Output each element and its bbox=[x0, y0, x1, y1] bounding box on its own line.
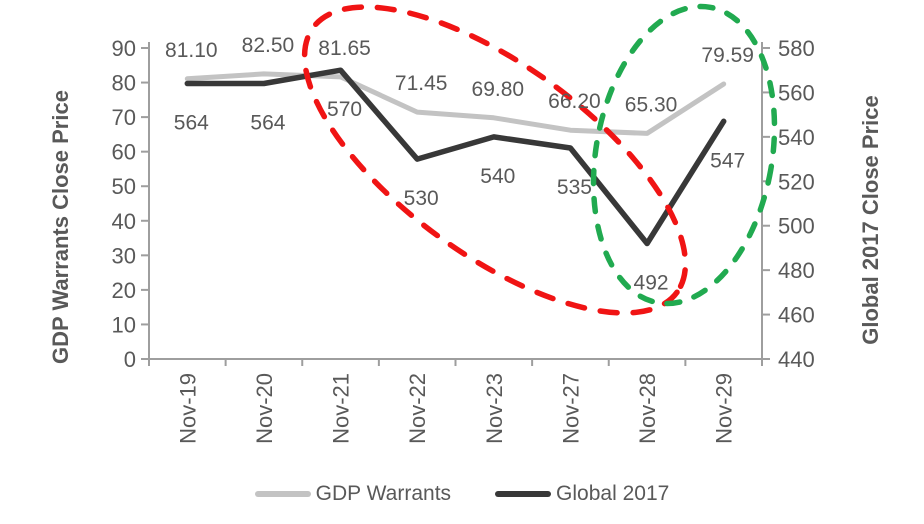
data-label-gdp-warrants-nov-28: 65.30 bbox=[625, 93, 678, 116]
right-axis-tick-label: 480 bbox=[778, 258, 815, 283]
green-dashed-ellipse-annotation bbox=[590, 3, 778, 307]
legend-label-global-2017: Global 2017 bbox=[556, 482, 670, 505]
data-label-global-2017-nov-19: 564 bbox=[174, 112, 209, 135]
left-axis-tick-label: 40 bbox=[112, 209, 136, 234]
left-axis-tick-label: 10 bbox=[112, 312, 136, 337]
data-label-gdp-warrants-nov-20: 82.50 bbox=[242, 34, 295, 57]
right-axis-tick-label: 520 bbox=[778, 169, 815, 194]
right-axis-tick-label: 560 bbox=[778, 80, 815, 105]
right-axis-tick-label: 500 bbox=[778, 214, 815, 239]
legend-item-gdp-warrants: GDP Warrants bbox=[254, 482, 452, 506]
left-axis-tick-label: 60 bbox=[112, 140, 136, 165]
chart-legend: GDP Warrants Global 2017 bbox=[0, 482, 924, 506]
legend-item-global-2017: Global 2017 bbox=[495, 482, 669, 506]
left-axis-tick-label: 50 bbox=[112, 174, 136, 199]
x-axis-label-nov-21: Nov-21 bbox=[329, 373, 354, 444]
red-dashed-ellipse-annotation bbox=[301, 4, 689, 316]
legend-label-gdp-warrants: GDP Warrants bbox=[315, 482, 452, 505]
gdp-warrants-line bbox=[184, 71, 727, 136]
data-label-gdp-warrants-nov-27: 66.20 bbox=[548, 90, 601, 113]
x-axis-label-nov-20: Nov-20 bbox=[252, 373, 277, 444]
data-label-gdp-warrants-nov-19: 81.10 bbox=[165, 39, 218, 62]
left-axis-tick-label: 20 bbox=[112, 278, 136, 303]
left-axis-tick-label: 30 bbox=[112, 243, 136, 268]
x-axis-label-nov-27: Nov-27 bbox=[558, 373, 583, 444]
data-label-gdp-warrants-nov-29: 79.59 bbox=[701, 44, 754, 67]
data-label-global-2017-nov-28: 492 bbox=[634, 271, 669, 294]
data-label-gdp-warrants-nov-21: 81.65 bbox=[318, 37, 371, 60]
right-axis-tick-label: 460 bbox=[778, 303, 815, 328]
gdp-warrants-line-swatch bbox=[254, 491, 311, 497]
left-axis-tick-label: 70 bbox=[112, 105, 136, 130]
global-2017-line-swatch bbox=[495, 491, 552, 497]
data-label-gdp-warrants-nov-22: 71.45 bbox=[395, 72, 448, 95]
data-label-global-2017-nov-27: 535 bbox=[557, 176, 592, 199]
left-axis-tick-label: 80 bbox=[112, 71, 136, 96]
data-label-global-2017-nov-22: 530 bbox=[404, 187, 439, 210]
global-2017-line bbox=[184, 67, 727, 247]
right-axis-tick-label: 580 bbox=[778, 36, 815, 61]
left-axis-tick-label: 90 bbox=[112, 36, 136, 61]
right-axis-tick-label: 440 bbox=[778, 347, 815, 372]
x-axis-label-nov-19: Nov-19 bbox=[175, 373, 200, 444]
left-axis-tick-label: 0 bbox=[124, 347, 136, 372]
x-axis-label-nov-28: Nov-28 bbox=[635, 373, 660, 444]
right-axis-title: Global 2017 Close Price bbox=[858, 95, 883, 344]
x-axis-label-nov-22: Nov-22 bbox=[405, 373, 430, 444]
left-axis-title: GDP Warrants Close Price bbox=[48, 90, 73, 364]
data-label-global-2017-nov-20: 564 bbox=[250, 112, 285, 135]
x-axis-label-nov-29: Nov-29 bbox=[712, 373, 737, 444]
x-axis-label-nov-23: Nov-23 bbox=[482, 373, 507, 444]
data-label-global-2017-nov-29: 547 bbox=[710, 149, 745, 172]
data-label-global-2017-nov-23: 540 bbox=[480, 165, 515, 188]
data-label-global-2017-nov-21: 570 bbox=[327, 98, 362, 121]
right-axis-tick-label: 540 bbox=[778, 125, 815, 150]
data-label-gdp-warrants-nov-23: 69.80 bbox=[472, 78, 525, 101]
